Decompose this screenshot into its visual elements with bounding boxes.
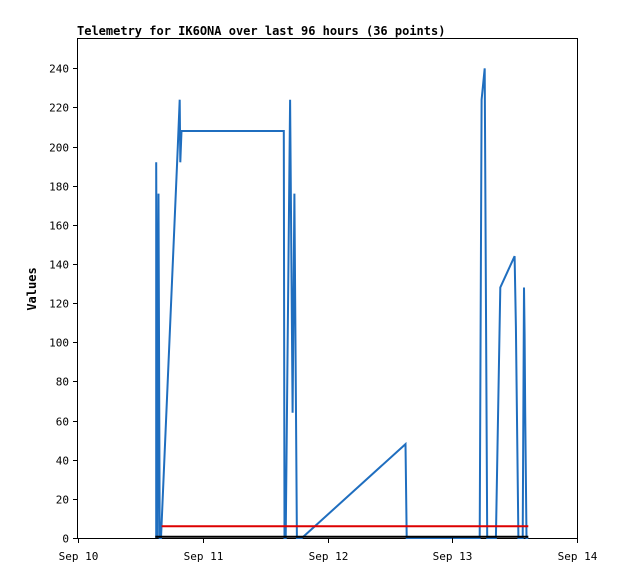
x-tick-label: Sep 13 [433, 550, 473, 563]
y-tick-label: 160 [49, 220, 69, 233]
y-tick-label: 0 [62, 533, 69, 546]
y-tick-label: 120 [49, 298, 69, 311]
x-tick-label: Sep 11 [184, 550, 224, 563]
y-tick-label: 80 [56, 376, 69, 389]
series-line-0 [155, 68, 529, 539]
y-axis: 0 20 40 60 80 100 120 140 160 180 200 220 240 [49, 63, 78, 546]
y-tick-label: 40 [56, 455, 69, 468]
x-tick-label: Sep 10 [59, 550, 99, 563]
y-tick-label: 100 [49, 337, 69, 350]
plot-area-frame [77, 38, 578, 539]
x-tick-label: Sep 12 [309, 550, 349, 563]
y-tick-label: 200 [49, 142, 69, 155]
series-layer [155, 68, 529, 539]
y-axis-label: Values [25, 267, 39, 310]
chart-title: Telemetry for IK6ONA over last 96 hours … [77, 24, 445, 38]
y-tick-label: 60 [56, 416, 69, 429]
y-tick-label: 20 [56, 494, 69, 507]
y-tick-label: 140 [49, 259, 69, 272]
y-tick-label: 240 [49, 63, 69, 76]
y-tick-label: 220 [49, 102, 69, 115]
x-tick-label: Sep 14 [558, 550, 598, 563]
y-tick-label: 180 [49, 181, 69, 194]
x-axis: Sep 10 Sep 11 Sep 12 Sep 13 Sep 14 [59, 538, 598, 563]
